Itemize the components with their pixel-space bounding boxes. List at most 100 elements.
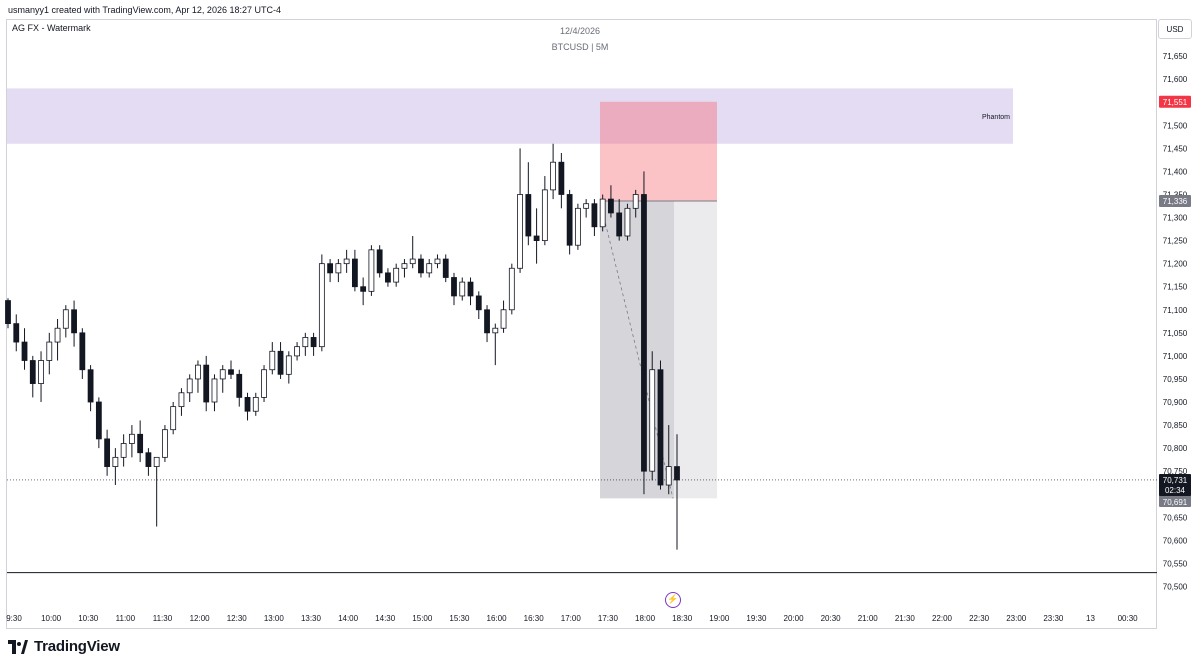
candle-body[interactable] [269,350,276,371]
candle-body[interactable] [38,360,44,384]
candle-body[interactable] [599,198,606,228]
candle-body[interactable] [186,378,193,394]
countdown-label: 02:34 [1165,486,1186,495]
candle-body[interactable] [467,281,474,297]
candle-body[interactable] [508,267,515,311]
x-tick-label: 12:00 [190,614,211,623]
lightning-event-icon[interactable]: ⚡ [665,592,681,608]
candle-body[interactable] [294,346,300,357]
candle-body[interactable] [583,203,590,209]
candle-body[interactable] [145,452,152,467]
price-label-box [1159,95,1191,108]
candle-body[interactable] [112,456,119,467]
candle-body[interactable] [541,189,548,242]
candle-body[interactable] [71,309,77,334]
candle-body[interactable] [442,258,449,278]
candle-body[interactable] [79,332,86,371]
candle-body[interactable] [219,369,226,380]
candle-body[interactable] [591,203,598,228]
candle-body[interactable] [351,258,358,288]
candle-body[interactable] [360,286,367,292]
position-stop-zone[interactable] [600,101,717,201]
candle-body[interactable] [426,263,433,274]
x-tick-label: 9:30 [6,614,22,623]
candle-body[interactable] [401,263,408,269]
candle-body[interactable] [244,396,251,412]
candle-body[interactable] [29,360,36,384]
candle-body[interactable] [170,406,177,431]
candle-body[interactable] [376,249,383,274]
candle-body[interactable] [624,207,631,237]
zone-phantom[interactable] [7,88,1013,144]
candle-body[interactable] [87,369,94,403]
y-tick-label: 71,500 [1163,121,1188,130]
candle-body[interactable] [393,267,400,283]
candle-body[interactable] [409,258,416,265]
candle-body[interactable] [327,263,334,274]
candle-body[interactable] [104,438,111,467]
candle-body[interactable] [236,373,243,398]
candle-body[interactable] [54,327,61,343]
candle-body[interactable] [277,350,284,375]
candle-body[interactable] [616,212,623,237]
candle-body[interactable] [203,364,210,403]
y-tick-label: 70,900 [1163,398,1188,407]
candle-body[interactable] [500,309,507,329]
candle-body[interactable] [533,235,540,242]
tradingview-logo-icon [8,639,28,654]
candle-body[interactable] [195,364,201,380]
candle-body[interactable] [62,309,69,329]
candle-body[interactable] [558,161,565,195]
candle-body[interactable] [335,263,342,274]
candle-body[interactable] [475,295,482,311]
candle-body[interactable] [418,258,424,274]
x-tick-label: 16:00 [487,614,508,623]
candle-body[interactable] [153,456,160,467]
candle-body[interactable] [641,194,647,472]
candle-body[interactable] [302,337,309,348]
candle-body[interactable] [211,378,218,403]
candle-body[interactable] [525,194,532,237]
candle-body[interactable] [657,369,664,486]
candle-body[interactable] [178,392,185,408]
candle-body[interactable] [517,194,523,269]
candle-body[interactable] [368,249,375,292]
candle-body[interactable] [674,466,680,481]
candle-body[interactable] [649,369,656,472]
currency-button[interactable]: USD [1158,19,1192,39]
candle-body[interactable] [632,194,639,209]
candle-body[interactable] [21,341,28,361]
x-tick-label: 19:30 [746,614,767,623]
candle-body[interactable] [137,433,144,454]
candle-body[interactable] [95,401,102,440]
candle-body[interactable] [492,327,499,334]
candle-body[interactable] [13,323,20,343]
candle-body[interactable] [550,161,557,191]
candle-body[interactable] [343,258,350,265]
candle-body[interactable] [162,429,168,458]
y-tick-label: 71,600 [1163,75,1188,84]
x-tick-label: 13:30 [301,614,322,623]
candle-body[interactable] [128,433,135,444]
candle-body[interactable] [120,443,127,458]
x-tick-label: 21:00 [858,614,879,623]
price-label-box [1159,194,1191,207]
candle-body[interactable] [484,309,490,334]
candle-body[interactable] [228,369,234,375]
candle-body[interactable] [310,337,317,348]
candle-body[interactable] [434,258,441,265]
candle-body[interactable] [318,263,325,348]
candle-body[interactable] [451,277,457,297]
candle-body[interactable] [5,300,11,325]
candle-body[interactable] [459,281,466,297]
candle-body[interactable] [46,341,53,361]
candle-body[interactable] [252,396,259,412]
candle-body[interactable] [608,198,614,214]
candle-body[interactable] [574,207,581,246]
candle-body[interactable] [385,272,391,283]
candle-body[interactable] [665,466,672,486]
candle-body[interactable] [566,194,573,246]
candle-body[interactable] [261,369,267,398]
candle-body[interactable] [285,355,292,375]
